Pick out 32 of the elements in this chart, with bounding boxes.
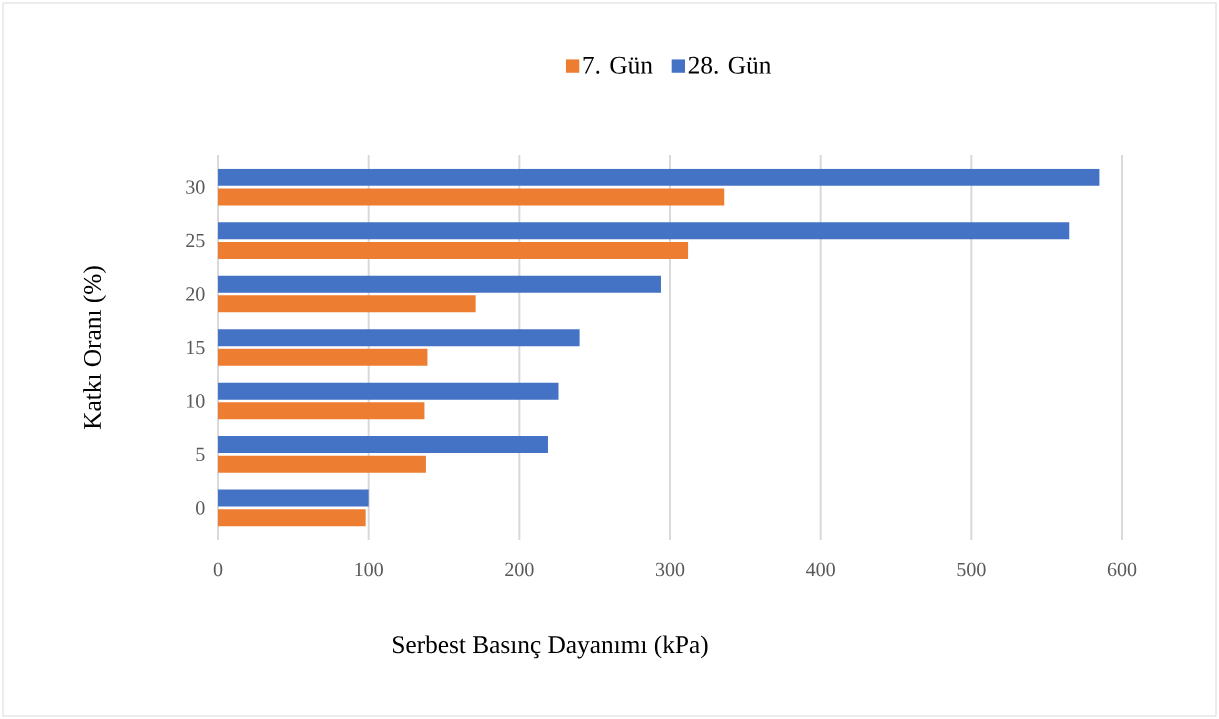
bar bbox=[218, 222, 1070, 240]
bar bbox=[218, 348, 428, 366]
legend-label: 7. Gün bbox=[583, 56, 653, 74]
x-tick-label: 100 bbox=[355, 562, 383, 577]
bar bbox=[218, 168, 1100, 186]
y-tick-label: 15 bbox=[187, 340, 205, 355]
bar bbox=[218, 241, 689, 259]
x-tick-label: 600 bbox=[1107, 562, 1137, 577]
x-tick-label: 300 bbox=[655, 562, 685, 577]
y-tick-label: 20 bbox=[186, 287, 205, 301]
bar bbox=[218, 509, 366, 527]
legend-label: 28. Gün bbox=[688, 56, 771, 74]
x-tick-label: 400 bbox=[806, 562, 835, 577]
y-tick-label: 10 bbox=[187, 394, 205, 408]
bar bbox=[218, 275, 661, 293]
y-axis-title: Katkı Oranı (%) bbox=[83, 266, 107, 430]
bar bbox=[218, 329, 580, 347]
x-axis-title: Serbest Basınç Dayanımı (kPa) bbox=[393, 635, 708, 659]
bar bbox=[218, 295, 476, 313]
x-tick-label: 500 bbox=[957, 562, 986, 577]
bar bbox=[218, 436, 548, 454]
bar bbox=[218, 489, 369, 507]
bar bbox=[218, 188, 725, 206]
y-tick-label: 30 bbox=[186, 180, 205, 194]
y-tick-label: 25 bbox=[186, 233, 205, 248]
y-tick-label: 5 bbox=[196, 447, 205, 462]
bar bbox=[218, 455, 426, 473]
bar bbox=[218, 402, 425, 420]
y-tick-label: 0 bbox=[196, 501, 205, 515]
x-tick-label: 0 bbox=[213, 562, 223, 577]
bar bbox=[218, 382, 559, 400]
x-tick-label: 200 bbox=[505, 562, 534, 577]
